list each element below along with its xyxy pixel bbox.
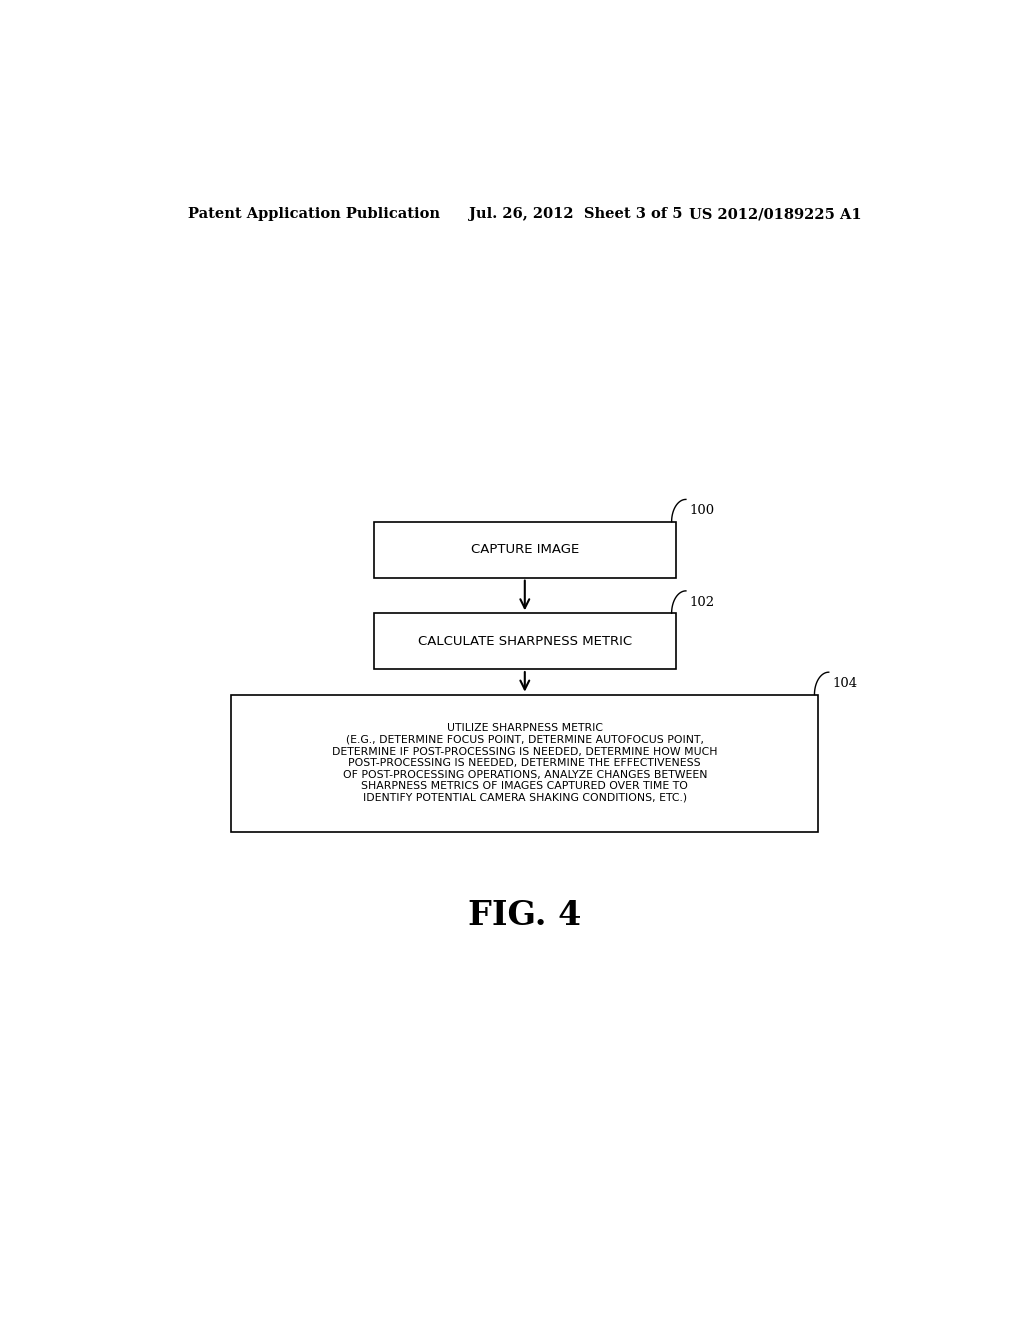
- Bar: [374, 521, 676, 578]
- Text: CAPTURE IMAGE: CAPTURE IMAGE: [471, 544, 579, 556]
- Text: UTILIZE SHARPNESS METRIC
(E.G., DETERMINE FOCUS POINT, DETERMINE AUTOFOCUS POINT: UTILIZE SHARPNESS METRIC (E.G., DETERMIN…: [332, 723, 718, 803]
- Text: FIG. 4: FIG. 4: [468, 899, 582, 932]
- Bar: [231, 694, 818, 832]
- Text: CALCULATE SHARPNESS METRIC: CALCULATE SHARPNESS METRIC: [418, 635, 632, 648]
- Text: US 2012/0189225 A1: US 2012/0189225 A1: [689, 207, 862, 222]
- Text: Jul. 26, 2012  Sheet 3 of 5: Jul. 26, 2012 Sheet 3 of 5: [469, 207, 683, 222]
- Text: 104: 104: [833, 677, 858, 690]
- Text: Patent Application Publication: Patent Application Publication: [187, 207, 439, 222]
- Bar: [374, 614, 676, 669]
- Text: 100: 100: [690, 504, 715, 517]
- Text: 102: 102: [690, 595, 715, 609]
